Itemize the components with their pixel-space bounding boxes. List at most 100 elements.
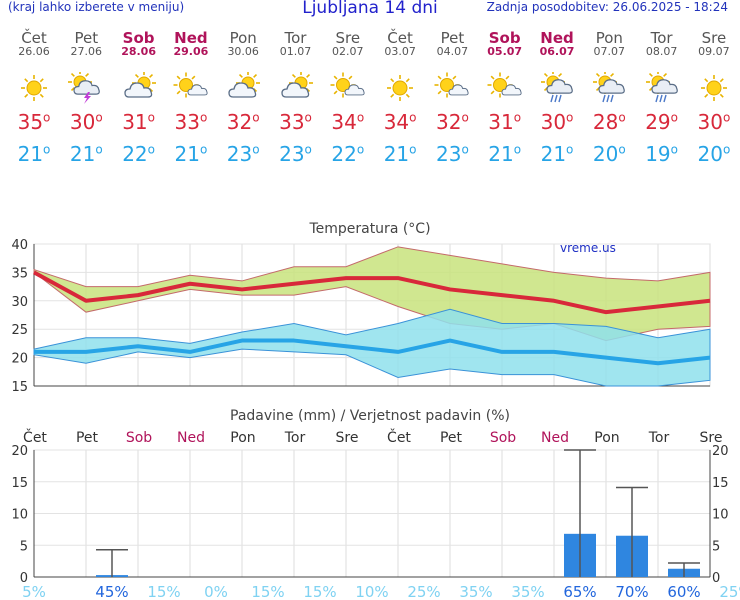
day-date: 30.06 xyxy=(227,45,259,58)
day-date: 26.06 xyxy=(18,45,50,58)
location-hint[interactable]: (kraj lahko izberete v meniju) xyxy=(8,0,185,14)
min-temp-line xyxy=(34,338,711,366)
degree-mark: o xyxy=(95,110,103,125)
day-label: Čet xyxy=(387,428,411,446)
degree-mark: o xyxy=(147,142,155,157)
rain-cloud-icon xyxy=(531,70,583,104)
day-name: Sre xyxy=(701,29,727,47)
max-temp: 30o xyxy=(697,110,731,134)
min-temp: 21o xyxy=(383,142,417,166)
day-label: Čet xyxy=(23,428,47,446)
degree-mark: o xyxy=(670,142,678,157)
day-name: Tor xyxy=(284,29,307,47)
degree-mark: o xyxy=(461,142,469,157)
day-column: Sob 28.06 31o 22o xyxy=(113,30,165,166)
precip-probability: 0% xyxy=(204,583,228,600)
min-temp: 22o xyxy=(331,142,365,166)
precip-probability: 60% xyxy=(667,583,700,600)
degree-mark: o xyxy=(147,110,155,125)
day-date: 01.07 xyxy=(279,45,312,58)
day-name: Pon xyxy=(229,29,257,47)
sun-icon xyxy=(688,72,740,104)
degree-mark: o xyxy=(409,110,417,125)
y-tick-label: 35 xyxy=(11,266,28,281)
max-temp-line xyxy=(33,270,711,315)
degree-mark: o xyxy=(513,142,522,157)
day-label: Sob xyxy=(126,430,152,446)
day-date: 03.07 xyxy=(384,45,416,58)
max-temp: 32o xyxy=(226,110,260,134)
precip-probability: 15% xyxy=(251,583,284,600)
max-temp: 32o xyxy=(435,110,469,134)
degree-mark: o xyxy=(618,110,626,125)
degree-mark: o xyxy=(461,110,469,125)
degree-mark: o xyxy=(252,142,260,157)
day-name: Čet xyxy=(21,29,47,47)
y-tick-label-right: 0 xyxy=(712,571,720,586)
day-name: Pet xyxy=(74,29,99,47)
day-column: Ned 06.07 30o 21o xyxy=(531,30,583,166)
sun-icon xyxy=(8,72,60,104)
sun-cloud-icon xyxy=(165,72,217,104)
day-label: Sre xyxy=(336,430,359,446)
day-date: 02.07 xyxy=(332,45,364,58)
day-name: Tor xyxy=(650,29,673,47)
sun-icon xyxy=(374,72,426,104)
max-temp: 34o xyxy=(331,110,365,134)
degree-mark: o xyxy=(566,110,574,125)
degree-mark: o xyxy=(409,142,417,157)
day-column: Ned 29.06 33o 21o xyxy=(165,30,217,166)
day-label: Pet xyxy=(76,430,99,446)
precip-probability: 25% xyxy=(719,583,740,600)
max-temp: 35o xyxy=(17,110,51,134)
y-tick-label-right: 15 xyxy=(712,476,729,491)
page-header: (kraj lahko izberete v meniju) Ljubljana… xyxy=(0,0,740,20)
thunderstorm-icon xyxy=(60,70,112,104)
partly-cloudy-icon xyxy=(217,71,269,104)
y-tick-label: 25 xyxy=(11,323,28,338)
day-date: 04.07 xyxy=(436,45,469,58)
min-temp: 21o xyxy=(540,142,574,166)
max-temp: 28o xyxy=(592,110,626,134)
sun-cloud-icon xyxy=(426,72,478,104)
min-temp: 21o xyxy=(69,142,103,166)
partly-cloudy-icon xyxy=(113,71,165,104)
page-title: Ljubljana 14 dni xyxy=(302,0,438,18)
sun-cloud-icon xyxy=(322,72,374,104)
watermark: vreme.us xyxy=(560,241,616,255)
y-tick-label: 40 xyxy=(11,238,28,253)
day-label: Ned xyxy=(177,430,205,446)
degree-mark: o xyxy=(670,110,678,125)
y-tick-label-left: 15 xyxy=(11,476,28,491)
day-label: Pet xyxy=(440,430,463,446)
min-temp: 21o xyxy=(488,142,522,166)
day-column: Pon 30.06 32o 23o xyxy=(217,29,269,166)
rain-cloud-icon xyxy=(636,70,688,104)
temperature-chart: Temperatura (°C) 40 35 30 25 20 15 vreme.us xyxy=(11,221,711,395)
min-temp: 21o xyxy=(174,142,208,166)
day-date: 08.07 xyxy=(645,45,678,58)
y-tick-label: 15 xyxy=(11,380,28,395)
last-update: Zadnja posodobitev: 26.06.2025 - 18:24 xyxy=(486,0,728,14)
day-date: 07.07 xyxy=(593,45,626,58)
y-tick-label-left: 10 xyxy=(11,508,28,523)
day-date: 27.06 xyxy=(70,45,103,58)
precip-probability: 15% xyxy=(147,583,180,600)
min-temp: 23o xyxy=(435,142,469,166)
min-temp: 23o xyxy=(226,142,260,166)
max-temp: 34o xyxy=(383,110,417,134)
day-column: Sre 02.07 34o 22o xyxy=(322,30,374,166)
y-tick-label-left: 0 xyxy=(20,571,28,586)
day-column: Pon 07.07 28o 20o xyxy=(583,30,635,166)
day-label: Tor xyxy=(648,430,670,446)
min-temp: 20o xyxy=(592,142,626,166)
degree-mark: o xyxy=(356,142,365,157)
day-column: Čet 26.06 35o 21o xyxy=(8,29,60,166)
day-column: Čet 03.07 34o 21o xyxy=(374,30,426,166)
day-date: 06.07 xyxy=(539,45,575,58)
forecast-days: Čet 26.06 35o 21o Pet 27.06 30o 21o Sob 28… xyxy=(0,30,740,180)
day-date: 09.07 xyxy=(698,45,730,58)
degree-mark: o xyxy=(566,142,574,157)
min-temp: 20o xyxy=(697,142,731,166)
y-tick-label: 30 xyxy=(11,295,28,310)
